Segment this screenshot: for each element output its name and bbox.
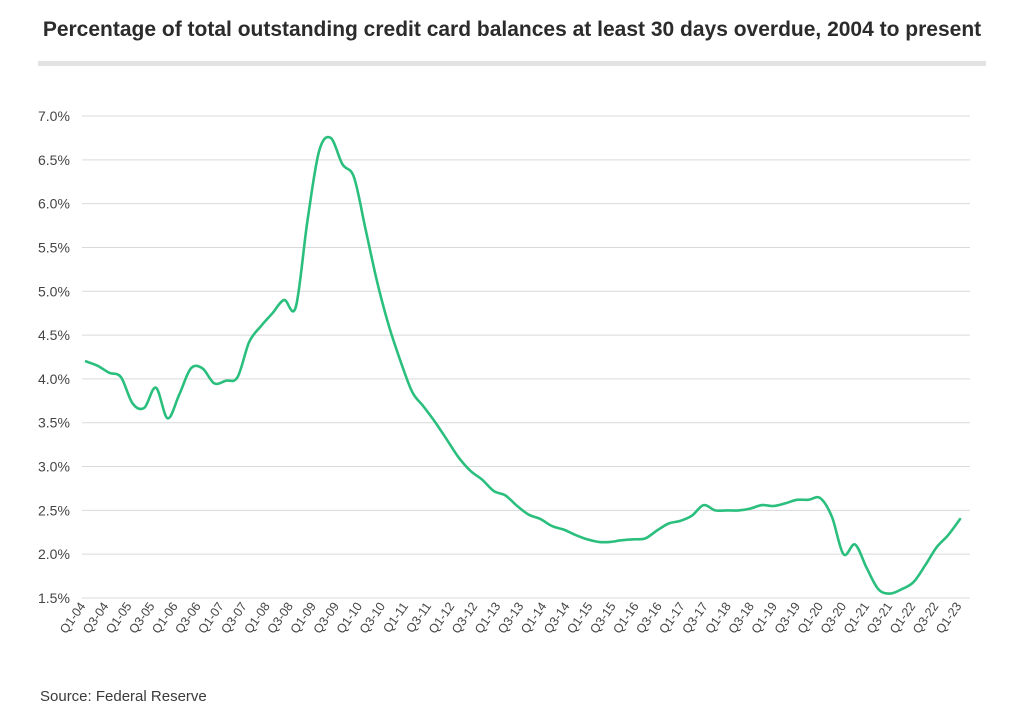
data-point <box>153 385 158 390</box>
data-point <box>655 528 660 533</box>
y-tick-label: 2.0% <box>38 546 70 562</box>
data-point <box>911 580 916 585</box>
data-point <box>853 542 858 547</box>
data-point <box>783 501 788 506</box>
data-point <box>212 381 217 386</box>
title-divider <box>38 61 986 66</box>
data-point <box>130 401 135 406</box>
y-tick-label: 4.0% <box>38 371 70 387</box>
chart-title: Percentage of total outstanding credit c… <box>42 18 982 41</box>
data-point <box>468 468 473 473</box>
data-point <box>678 518 683 523</box>
y-tick-label: 3.5% <box>38 415 70 431</box>
data-point <box>410 390 415 395</box>
data-point <box>818 496 823 501</box>
data-point <box>107 370 112 375</box>
data-point <box>445 438 450 443</box>
data-point <box>165 416 170 421</box>
data-point <box>119 375 124 380</box>
data-point <box>363 227 368 232</box>
data-point <box>573 532 578 537</box>
data-point <box>480 477 485 482</box>
y-tick-label: 3.0% <box>38 459 70 475</box>
data-point <box>328 135 333 140</box>
data-point <box>456 455 461 460</box>
data-point <box>317 149 322 154</box>
line-chart: 1.5% 2.0% 2.5% 3.0% 3.5% 4.0% 4.5% 5.0% 5.5% 6.0%… <box>38 108 970 637</box>
data-point <box>293 305 298 310</box>
data-point <box>515 504 520 509</box>
source-note: Source: Federal Reserve <box>40 688 207 705</box>
data-point <box>864 566 869 571</box>
series-group <box>84 135 963 596</box>
data-point <box>841 552 846 557</box>
data-point <box>794 497 799 502</box>
data-point <box>899 587 904 592</box>
gridlines <box>82 115 970 599</box>
data-point <box>352 175 357 180</box>
data-point <box>701 503 706 508</box>
data-point <box>142 405 147 410</box>
data-point <box>491 489 496 494</box>
data-point <box>235 375 240 380</box>
data-point <box>387 324 392 329</box>
y-tick-label: 4.5% <box>38 327 70 343</box>
data-point <box>526 512 531 517</box>
data-point <box>421 405 426 410</box>
y-tick-label: 6.5% <box>38 152 70 168</box>
y-tick-label: 2.5% <box>38 502 70 518</box>
y-axis: 1.5% 2.0% 2.5% 3.0% 3.5% 4.0% 4.5% 5.0% 5.5% 6.0%… <box>38 108 70 606</box>
data-point <box>876 587 881 592</box>
y-tick-label: 7.0% <box>38 108 70 124</box>
y-tick-label: 5.0% <box>38 283 70 299</box>
data-point <box>561 527 566 532</box>
data-point <box>550 524 555 529</box>
data-point <box>923 563 928 568</box>
data-point <box>888 591 893 596</box>
y-tick-label: 6.0% <box>38 196 70 212</box>
y-tick-label: 1.5% <box>38 590 70 606</box>
data-point <box>690 513 695 518</box>
data-point <box>608 539 613 544</box>
data-point <box>713 508 718 513</box>
data-point <box>247 340 252 345</box>
data-point <box>188 366 193 371</box>
data-point <box>270 311 275 316</box>
data-point <box>934 545 939 550</box>
data-point <box>771 504 776 509</box>
data-point <box>398 359 403 364</box>
data-point <box>724 508 729 513</box>
data-point <box>282 298 287 303</box>
data-point <box>95 363 100 368</box>
data-point <box>643 536 648 541</box>
data-point <box>596 539 601 544</box>
series-line-delinquency <box>84 135 962 595</box>
data-point <box>806 497 811 502</box>
data-point <box>433 420 438 425</box>
data-point <box>736 508 741 513</box>
data-point <box>340 162 345 167</box>
data-point <box>375 280 380 285</box>
data-point <box>946 532 951 537</box>
data-point <box>958 517 963 522</box>
data-point <box>200 366 205 371</box>
data-point <box>305 219 310 224</box>
data-point <box>223 378 228 383</box>
data-point <box>620 538 625 543</box>
data-point <box>177 392 182 397</box>
data-point <box>748 506 753 511</box>
data-point <box>84 359 89 364</box>
data-point <box>585 537 590 542</box>
data-point <box>759 503 764 508</box>
y-tick-label: 5.5% <box>38 239 70 255</box>
data-point <box>258 324 263 329</box>
x-tick-label: Q1-23 <box>933 600 964 637</box>
data-point <box>538 517 543 522</box>
data-point <box>829 514 834 519</box>
data-point <box>503 493 508 498</box>
x-axis: Q1-04Q3-04Q1-05Q3-05Q1-06Q3-06Q1-07Q3-07… <box>57 600 964 637</box>
data-point <box>631 537 636 542</box>
data-point <box>666 521 671 526</box>
